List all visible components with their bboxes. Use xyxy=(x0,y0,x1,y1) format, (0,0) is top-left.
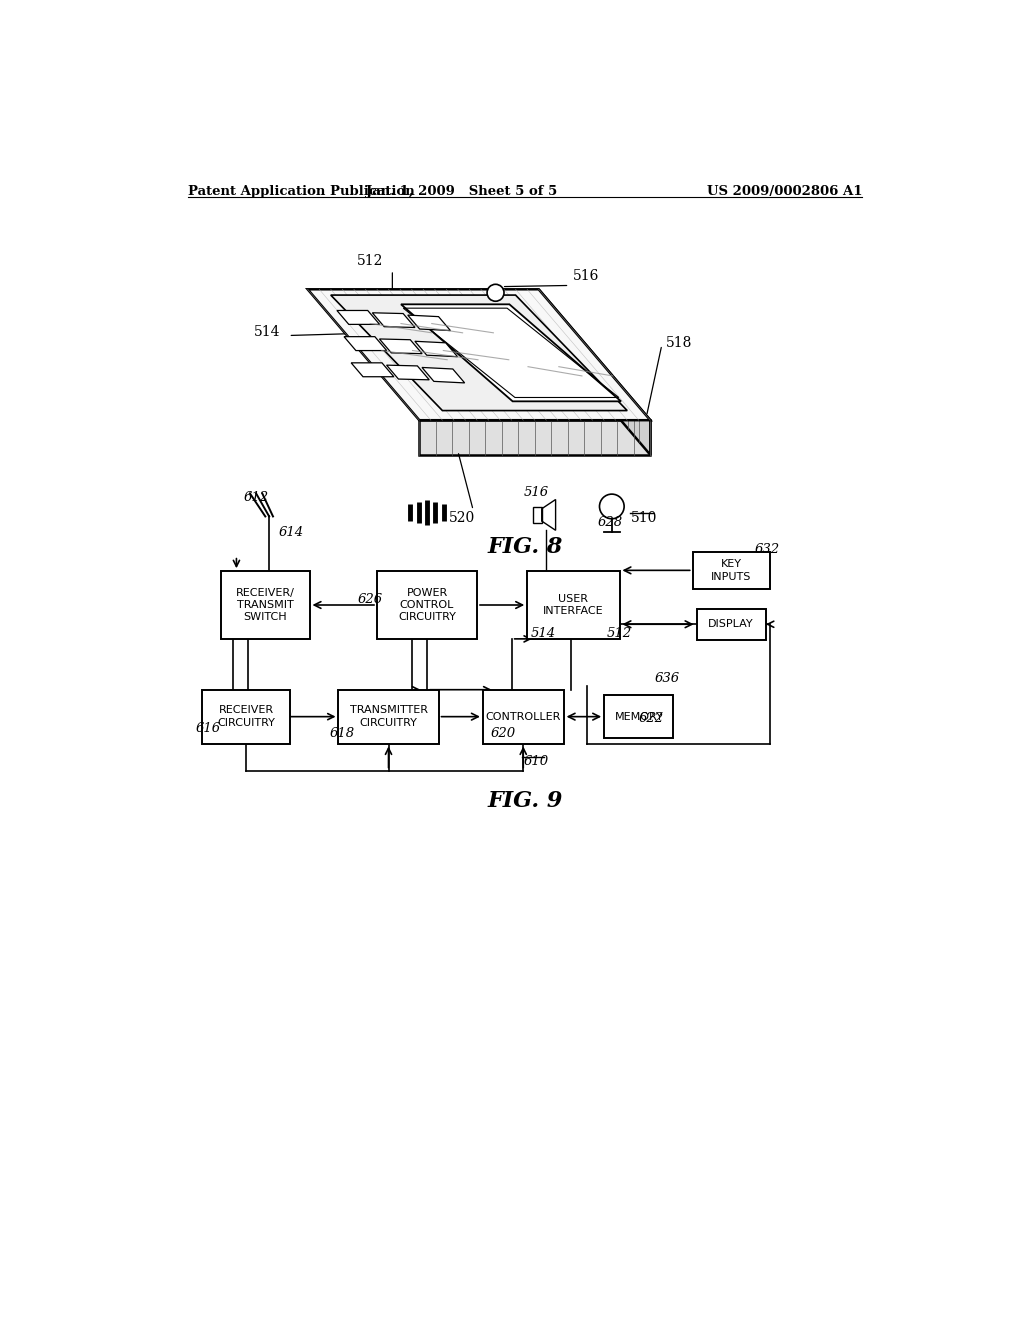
Text: 620: 620 xyxy=(490,727,516,741)
Circle shape xyxy=(487,284,504,301)
Text: 610: 610 xyxy=(523,755,549,768)
Text: MEMORY: MEMORY xyxy=(614,711,664,722)
Bar xyxy=(604,696,674,738)
Text: 520: 520 xyxy=(449,511,475,525)
Polygon shape xyxy=(337,310,380,325)
Text: 636: 636 xyxy=(654,672,679,685)
Text: RECEIVER
CIRCUITRY: RECEIVER CIRCUITRY xyxy=(217,705,275,727)
Bar xyxy=(221,572,309,639)
Bar xyxy=(527,572,620,639)
Text: 614: 614 xyxy=(279,525,303,539)
Polygon shape xyxy=(351,363,394,376)
Bar xyxy=(377,572,477,639)
Text: 514: 514 xyxy=(254,325,281,339)
Text: 612: 612 xyxy=(244,491,269,504)
Text: 514: 514 xyxy=(531,627,556,640)
Bar xyxy=(202,690,291,743)
Text: 626: 626 xyxy=(357,594,383,606)
Text: POWER
CONTROL
CIRCUITRY: POWER CONTROL CIRCUITRY xyxy=(398,587,456,623)
Polygon shape xyxy=(331,296,628,411)
Polygon shape xyxy=(380,339,422,354)
Text: Jan. 1, 2009   Sheet 5 of 5: Jan. 1, 2009 Sheet 5 of 5 xyxy=(366,185,557,198)
Polygon shape xyxy=(408,315,451,330)
Text: 632: 632 xyxy=(755,543,779,556)
Polygon shape xyxy=(422,367,465,383)
Text: USER
INTERFACE: USER INTERFACE xyxy=(543,594,603,616)
Polygon shape xyxy=(415,342,458,356)
Text: 512: 512 xyxy=(606,627,632,640)
Text: 622: 622 xyxy=(639,711,664,725)
Bar xyxy=(692,552,770,589)
Text: 628: 628 xyxy=(597,516,623,529)
Polygon shape xyxy=(344,337,387,351)
Text: FIG. 9: FIG. 9 xyxy=(487,789,562,812)
Text: 516: 516 xyxy=(572,269,599,284)
Text: 616: 616 xyxy=(196,722,221,735)
Polygon shape xyxy=(539,289,650,455)
Bar xyxy=(696,609,766,640)
Text: DISPLAY: DISPLAY xyxy=(709,619,754,630)
Polygon shape xyxy=(307,289,650,420)
Text: 618: 618 xyxy=(330,727,354,741)
Text: CONTROLLER: CONTROLLER xyxy=(485,711,561,722)
Text: RECEIVER/
TRANSMIT
SWITCH: RECEIVER/ TRANSMIT SWITCH xyxy=(236,587,295,623)
Text: FIG. 8: FIG. 8 xyxy=(487,536,562,557)
Text: 516: 516 xyxy=(523,486,549,499)
Text: Patent Application Publication: Patent Application Publication xyxy=(188,185,415,198)
Polygon shape xyxy=(401,305,621,401)
Text: KEY
INPUTS: KEY INPUTS xyxy=(711,560,752,582)
Text: US 2009/0002806 A1: US 2009/0002806 A1 xyxy=(707,185,862,198)
Text: TRANSMITTER
CIRCUITRY: TRANSMITTER CIRCUITRY xyxy=(349,705,427,727)
Bar xyxy=(339,690,438,743)
Bar xyxy=(483,690,563,743)
Text: 518: 518 xyxy=(666,337,692,350)
Polygon shape xyxy=(387,366,429,380)
Polygon shape xyxy=(373,313,415,327)
Text: 510: 510 xyxy=(631,511,657,525)
Polygon shape xyxy=(419,420,650,455)
Text: 512: 512 xyxy=(356,253,383,268)
Bar xyxy=(532,507,542,523)
